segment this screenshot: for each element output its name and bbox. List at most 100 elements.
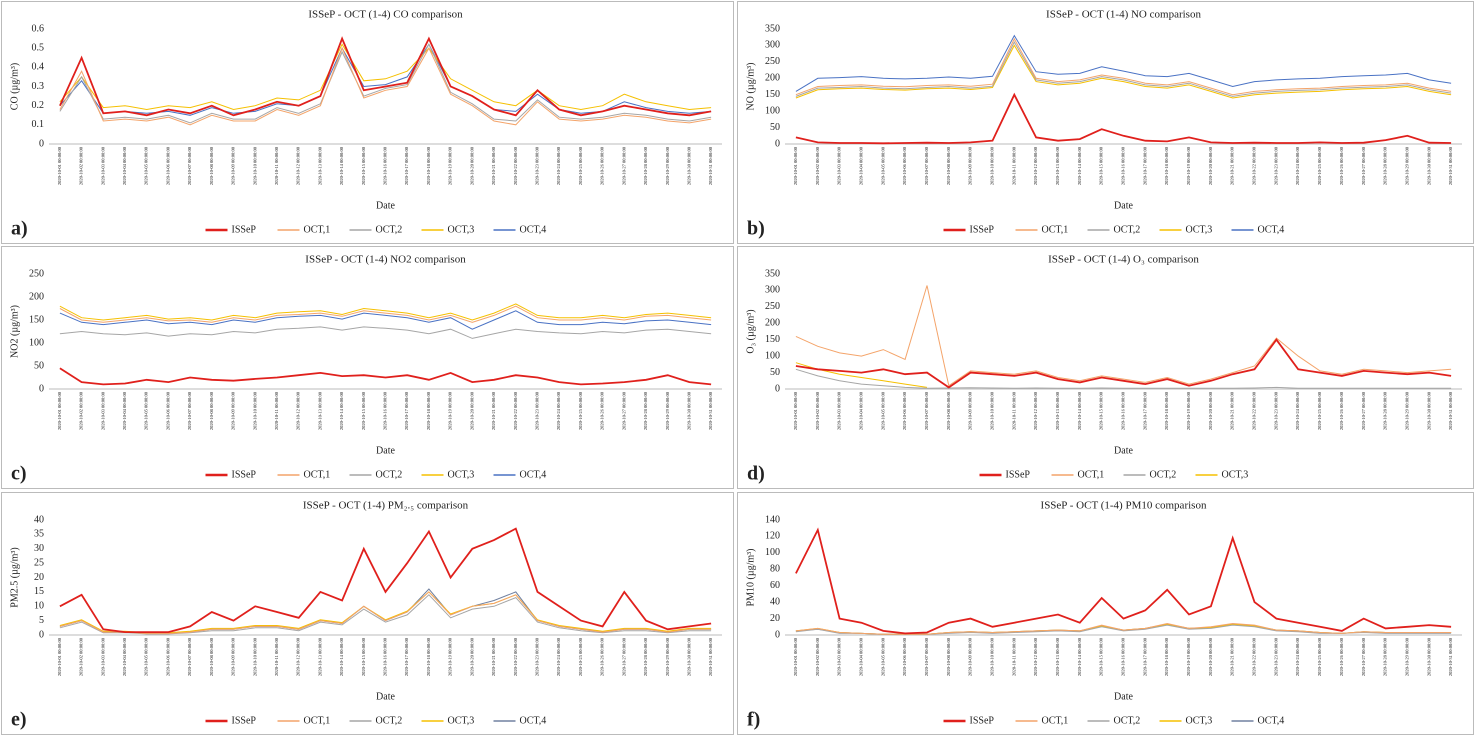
y-tick-label: 0.3 xyxy=(32,81,45,92)
y-tick-label: 300 xyxy=(765,285,780,296)
x-tick-label: 2020-10-15 00:00:00 xyxy=(1099,391,1104,430)
y-tick-label: 150 xyxy=(765,334,780,345)
chart-title: ISSeP - OCT (1-4) O₃ comparison xyxy=(1048,254,1199,266)
x-tick-label: 2020-10-29 00:00:00 xyxy=(665,391,670,430)
panel-border xyxy=(1,1,734,244)
legend-label: OCT,2 xyxy=(376,224,403,235)
x-tick-label: 2020-10-28 00:00:00 xyxy=(1383,637,1388,676)
x-tick-label: 2020-10-26 00:00:00 xyxy=(1339,391,1344,430)
x-tick-label: 2020-10-28 00:00:00 xyxy=(1383,391,1388,430)
x-tick-label: 2020-10-12 00:00:00 xyxy=(1033,637,1038,676)
x-tick-label: 2020-10-01 00:00:00 xyxy=(793,146,798,185)
x-tick-label: 2020-10-19 00:00:00 xyxy=(1186,637,1191,676)
x-tick-label: 2020-10-30 00:00:00 xyxy=(686,391,691,430)
x-tick-label: 2020-10-14 00:00:00 xyxy=(339,146,344,185)
x-tick-label: 2020-10-04 00:00:00 xyxy=(122,637,127,676)
y-tick-label: 140 xyxy=(765,514,780,525)
x-tick-label: 2020-10-12 00:00:00 xyxy=(1033,146,1038,185)
x-tick-label: 2020-10-31 00:00:00 xyxy=(708,391,713,430)
x-tick-label: 2020-10-02 00:00:00 xyxy=(79,146,84,185)
x-tick-label: 2020-10-21 00:00:00 xyxy=(491,637,496,676)
x-tick-label: 2020-10-17 00:00:00 xyxy=(1142,637,1147,676)
panel-label: b) xyxy=(747,218,765,240)
series-line xyxy=(795,527,1452,635)
legend-label: OCT,4 xyxy=(520,224,547,235)
x-tick-label: 2020-10-26 00:00:00 xyxy=(600,391,605,430)
x-tick-label: 2020-10-05 00:00:00 xyxy=(880,391,885,430)
x-tick-label: 2020-10-05 00:00:00 xyxy=(880,637,885,676)
y-tick-label: 50 xyxy=(34,360,44,371)
x-tick-label: 2020-10-16 00:00:00 xyxy=(1121,146,1126,185)
x-tick-label: 2020-10-17 00:00:00 xyxy=(404,637,409,676)
x-tick-label: 2020-10-27 00:00:00 xyxy=(621,637,626,676)
x-tick-label: 2020-10-13 00:00:00 xyxy=(1055,391,1060,430)
y-tick-label: 150 xyxy=(29,314,44,325)
x-tick-label: 2020-10-22 00:00:00 xyxy=(1252,637,1257,676)
series-line xyxy=(795,285,1452,387)
x-tick-label: 2020-10-16 00:00:00 xyxy=(1121,391,1126,430)
legend-label: OCT,3 xyxy=(1186,715,1213,726)
x-tick-label: 2020-10-06 00:00:00 xyxy=(902,637,907,676)
legend-label: OCT,1 xyxy=(1042,715,1069,726)
x-tick-label: 2020-10-30 00:00:00 xyxy=(1426,391,1431,430)
y-tick-label: 0 xyxy=(775,383,780,394)
y-tick-label: 30 xyxy=(34,543,44,554)
series-line xyxy=(59,43,712,116)
series-line xyxy=(795,368,1452,389)
y-tick-label: 35 xyxy=(34,529,44,540)
y-tick-label: 15 xyxy=(34,586,44,597)
x-tick-label: 2020-10-26 00:00:00 xyxy=(600,146,605,185)
legend-label: OCT,3 xyxy=(448,469,475,480)
series-line xyxy=(795,37,1452,96)
y-tick-label: 20 xyxy=(770,613,780,624)
x-tick-label: 2020-10-18 00:00:00 xyxy=(1164,146,1169,185)
x-tick-label: 2020-10-08 00:00:00 xyxy=(209,637,214,676)
x-tick-label: 2020-10-06 00:00:00 xyxy=(165,146,170,185)
y-axis-label: PM2.5 (µg/m³) xyxy=(9,547,20,607)
x-tick-label: 2020-10-16 00:00:00 xyxy=(1121,637,1126,676)
x-tick-label: 2020-10-15 00:00:00 xyxy=(361,637,366,676)
x-tick-label: 2020-10-08 00:00:00 xyxy=(209,391,214,430)
x-tick-label: 2020-10-24 00:00:00 xyxy=(1295,391,1300,430)
x-tick-label: 2020-10-10 00:00:00 xyxy=(989,146,994,185)
x-axis-label: Date xyxy=(1114,691,1133,702)
x-tick-label: 2020-10-11 00:00:00 xyxy=(274,391,279,430)
x-tick-label: 2020-10-11 00:00:00 xyxy=(1011,637,1016,676)
x-tick-label: 2020-10-23 00:00:00 xyxy=(1273,637,1278,676)
x-tick-label: 2020-10-05 00:00:00 xyxy=(144,637,149,676)
x-tick-label: 2020-10-24 00:00:00 xyxy=(556,391,561,430)
x-tick-label: 2020-10-07 00:00:00 xyxy=(187,391,192,430)
series-line xyxy=(59,46,712,126)
x-tick-label: 2020-10-17 00:00:00 xyxy=(1142,391,1147,430)
legend-label: OCT,1 xyxy=(304,715,331,726)
x-tick-label: 2020-10-25 00:00:00 xyxy=(578,391,583,430)
x-tick-label: 2020-10-03 00:00:00 xyxy=(100,637,105,676)
x-tick-label: 2020-10-20 00:00:00 xyxy=(1208,391,1213,430)
panel-border xyxy=(737,1,1474,244)
x-tick-label: 2020-10-19 00:00:00 xyxy=(448,146,453,185)
x-tick-label: 2020-10-20 00:00:00 xyxy=(469,146,474,185)
chart-title: ISSeP - OCT (1-4) PM₂.₅ comparison xyxy=(303,500,469,512)
legend-label: OCT,1 xyxy=(304,224,331,235)
series-line xyxy=(59,326,712,339)
y-tick-label: 60 xyxy=(770,580,780,591)
x-tick-label: 2020-10-30 00:00:00 xyxy=(686,637,691,676)
x-tick-label: 2020-10-29 00:00:00 xyxy=(1404,146,1409,185)
series-line xyxy=(795,41,1452,97)
y-tick-label: 100 xyxy=(765,547,780,558)
legend-label: OCT,1 xyxy=(1078,469,1105,480)
x-tick-label: 2020-10-01 00:00:00 xyxy=(793,391,798,430)
x-tick-label: 2020-10-27 00:00:00 xyxy=(1361,391,1366,430)
x-axis-label: Date xyxy=(376,691,395,702)
x-tick-label: 2020-10-16 00:00:00 xyxy=(383,146,388,185)
legend-label: OCT,4 xyxy=(520,715,547,726)
x-tick-label: 2020-10-25 00:00:00 xyxy=(1317,146,1322,185)
x-tick-label: 2020-10-31 00:00:00 xyxy=(708,637,713,676)
x-tick-label: 2020-10-04 00:00:00 xyxy=(858,391,863,430)
x-tick-label: 2020-10-18 00:00:00 xyxy=(1164,391,1169,430)
x-tick-label: 2020-10-02 00:00:00 xyxy=(79,391,84,430)
y-tick-label: 0.6 xyxy=(32,23,45,34)
x-tick-label: 2020-10-19 00:00:00 xyxy=(1186,391,1191,430)
x-tick-label: 2020-10-17 00:00:00 xyxy=(1142,146,1147,185)
